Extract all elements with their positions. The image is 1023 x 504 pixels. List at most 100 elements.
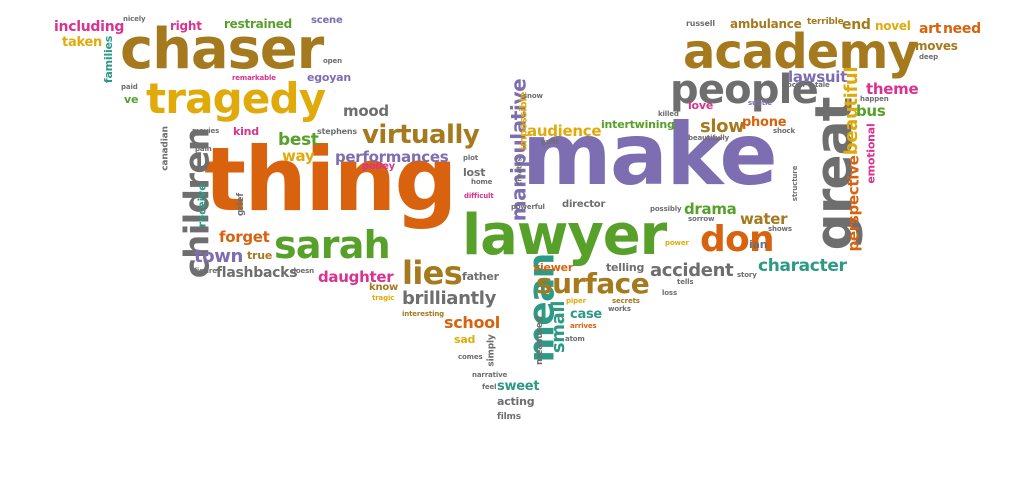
word-figure: figure (194, 267, 217, 275)
word-including: including (54, 19, 125, 35)
word-grief: grief (236, 192, 247, 217)
word-surface: surface (536, 267, 650, 300)
word-social: social (783, 81, 805, 89)
word-lies: lies (402, 254, 463, 292)
word-forget: forget (219, 228, 270, 246)
word-sorrow: sorrow (688, 215, 715, 223)
word-brilliantly: brilliantly (402, 288, 496, 309)
word-home: home (471, 178, 493, 186)
word-russell: russell (686, 19, 715, 28)
word-terrible: terrible (807, 17, 844, 27)
word-subtle: subtle (748, 99, 772, 107)
word-taken: taken (62, 35, 103, 50)
word-viewer: viewer (533, 261, 574, 274)
word-interesting: interesting (402, 310, 445, 318)
word-movies: movies (192, 127, 220, 135)
word-school: school (444, 313, 500, 332)
word-canadian: canadian (160, 126, 171, 171)
word-don: don (700, 219, 775, 260)
word-thing: thing (204, 128, 457, 231)
word-atom: atom (565, 335, 585, 343)
word-moves: moves (915, 39, 958, 53)
word-small: small (548, 300, 570, 354)
word-difficult: difficult (464, 192, 494, 200)
word-secrets: secrets (612, 297, 640, 305)
word-power: power (665, 239, 689, 247)
word-guilt: guilt (541, 138, 559, 146)
word-loss: loss (662, 289, 677, 297)
word-water: water (740, 210, 788, 228)
word-doesn: doesn (291, 267, 315, 275)
word-novel: novel (875, 19, 911, 33)
word-know: know (369, 282, 399, 293)
word-theme: theme (866, 80, 919, 98)
word-ambulance: ambulance (730, 17, 802, 31)
word-emotional: emotional (864, 123, 878, 184)
word-end: end (842, 17, 871, 33)
word-plot: plot (463, 154, 479, 162)
word-way: way (282, 147, 315, 165)
word-creates: creates (515, 157, 524, 186)
word-polley: polley (362, 161, 395, 172)
word-tells: tells (677, 278, 694, 286)
word-restrained: restrained (224, 17, 292, 31)
word-simply: simply (486, 334, 497, 367)
word-open: open (323, 57, 342, 65)
word-works: works (608, 305, 631, 313)
word-story: story (737, 271, 757, 279)
word-sad: sad (454, 333, 476, 346)
word-town: town (194, 246, 243, 267)
word-bus: bus (856, 102, 886, 120)
word-paid: paid (121, 83, 138, 91)
word-films: films (497, 412, 521, 422)
word-drama: drama (684, 200, 737, 218)
word-receive: receive (195, 183, 209, 228)
word-virtually: virtually (362, 120, 480, 150)
word-true: true (247, 249, 273, 262)
word-director: director (562, 199, 606, 210)
word-deep: deep (919, 53, 938, 61)
word-narrative: narrative (472, 371, 508, 379)
word-families: families (102, 35, 116, 84)
word-comes: comes (458, 353, 483, 361)
word-intertwining: intertwining (601, 118, 675, 131)
word-lawsuit: lawsuit (788, 68, 847, 86)
word-kind: kind (233, 125, 259, 138)
word-phone: phone (742, 115, 787, 130)
word-piper: piper (566, 297, 586, 305)
word-daughter: daughter (318, 268, 394, 286)
word-killed: killed (658, 110, 679, 118)
word-telling: telling (606, 261, 645, 274)
word-love: love (688, 99, 714, 112)
word-scene: scene (311, 15, 343, 26)
word-character: character (758, 256, 847, 276)
word-art: art (919, 21, 942, 37)
word-performances: performances (335, 148, 449, 166)
word-chaser: chaser (120, 17, 324, 82)
word-accident: accident (650, 260, 734, 281)
word-feel: feel (482, 383, 497, 391)
word-right: right (170, 19, 202, 33)
word-father: father (462, 270, 499, 283)
word-people: people (670, 67, 819, 113)
word-acting: acting (497, 395, 535, 408)
word-measured: measured (534, 316, 545, 365)
word-sweet: sweet (497, 379, 540, 394)
word-case: case (570, 307, 602, 322)
word-happen: happen (860, 95, 889, 103)
word-ve: ve (124, 93, 139, 106)
word-shows: shows (768, 225, 792, 233)
word-ian: ian (749, 238, 768, 251)
word-tragedy: tragedy (146, 74, 326, 123)
word-possibly: possibly (650, 205, 682, 213)
word-make: make (522, 105, 778, 205)
word-lawyer: lawyer (462, 203, 667, 268)
word-slow: slow (700, 116, 745, 137)
word-arrives: arrives (570, 322, 597, 330)
word-tragic: tragic (372, 294, 395, 302)
word-remarkable: remarkable (232, 74, 276, 82)
word-audience: audience (527, 122, 602, 140)
word-structure: structure (791, 165, 800, 202)
word-flashbacks: flashbacks (216, 265, 298, 281)
